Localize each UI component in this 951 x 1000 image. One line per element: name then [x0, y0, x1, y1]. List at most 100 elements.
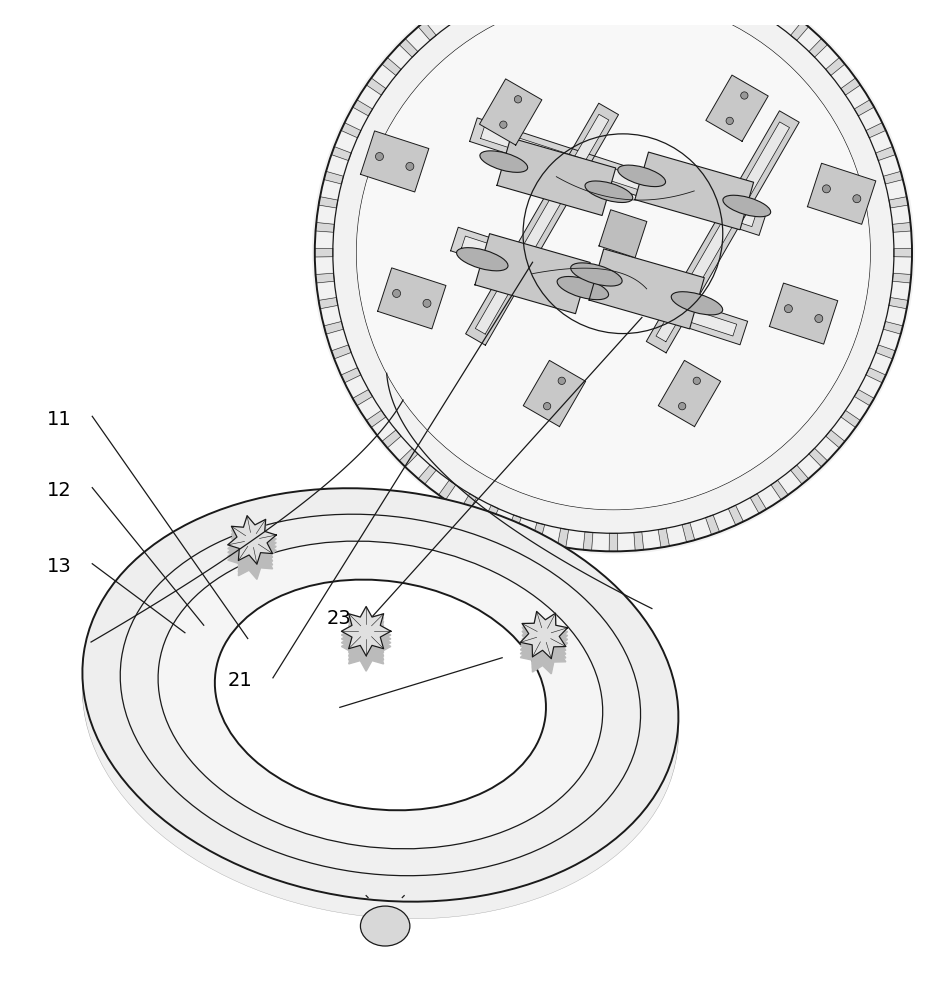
Polygon shape — [353, 100, 373, 116]
Circle shape — [393, 289, 400, 297]
Polygon shape — [866, 368, 885, 383]
Polygon shape — [476, 114, 609, 334]
Polygon shape — [520, 627, 568, 674]
Polygon shape — [366, 410, 386, 427]
Polygon shape — [382, 430, 401, 448]
Ellipse shape — [83, 500, 678, 913]
Polygon shape — [399, 39, 417, 57]
Polygon shape — [825, 58, 844, 75]
Polygon shape — [523, 360, 586, 427]
Ellipse shape — [83, 493, 678, 906]
Ellipse shape — [83, 502, 678, 916]
Polygon shape — [894, 249, 912, 257]
Polygon shape — [341, 622, 391, 671]
Circle shape — [558, 377, 566, 384]
Polygon shape — [876, 345, 896, 359]
Polygon shape — [341, 610, 391, 660]
Circle shape — [499, 121, 507, 128]
Circle shape — [514, 96, 522, 103]
Polygon shape — [341, 607, 391, 656]
Text: 21: 21 — [227, 671, 252, 690]
Polygon shape — [771, 6, 788, 25]
Polygon shape — [892, 273, 911, 283]
Ellipse shape — [83, 501, 678, 915]
Ellipse shape — [83, 504, 678, 917]
Polygon shape — [228, 520, 276, 568]
Polygon shape — [460, 494, 476, 513]
Polygon shape — [418, 465, 437, 484]
Polygon shape — [583, 532, 592, 551]
Polygon shape — [497, 138, 615, 216]
Polygon shape — [634, 532, 644, 551]
Polygon shape — [378, 268, 446, 329]
Circle shape — [312, 0, 915, 554]
Ellipse shape — [571, 263, 622, 286]
Polygon shape — [790, 465, 808, 484]
Polygon shape — [771, 480, 788, 500]
Polygon shape — [315, 249, 333, 257]
Polygon shape — [599, 210, 647, 258]
Polygon shape — [656, 122, 789, 342]
Polygon shape — [825, 430, 844, 448]
Polygon shape — [520, 623, 568, 670]
Text: 23: 23 — [327, 609, 352, 628]
Polygon shape — [532, 523, 545, 542]
Polygon shape — [479, 79, 542, 145]
Polygon shape — [790, 21, 808, 40]
Polygon shape — [883, 322, 902, 334]
Polygon shape — [331, 345, 351, 359]
Ellipse shape — [83, 505, 678, 919]
Polygon shape — [841, 78, 861, 95]
Polygon shape — [682, 523, 695, 542]
Polygon shape — [480, 127, 756, 227]
Polygon shape — [769, 283, 838, 344]
Polygon shape — [341, 123, 360, 138]
Polygon shape — [228, 531, 276, 579]
Polygon shape — [451, 227, 747, 345]
Circle shape — [693, 377, 701, 384]
Polygon shape — [475, 234, 591, 314]
Ellipse shape — [158, 541, 603, 849]
Polygon shape — [647, 111, 799, 353]
Ellipse shape — [723, 195, 770, 217]
Polygon shape — [750, 494, 767, 513]
Polygon shape — [341, 368, 360, 383]
Circle shape — [543, 403, 551, 410]
Circle shape — [853, 195, 861, 203]
Polygon shape — [228, 516, 276, 564]
Polygon shape — [557, 528, 569, 548]
Ellipse shape — [83, 488, 678, 902]
Ellipse shape — [480, 151, 528, 172]
Polygon shape — [520, 611, 568, 659]
Polygon shape — [316, 273, 335, 283]
Ellipse shape — [83, 498, 678, 912]
Polygon shape — [854, 390, 874, 406]
Polygon shape — [331, 147, 351, 161]
Polygon shape — [892, 222, 911, 232]
Ellipse shape — [585, 181, 632, 202]
Polygon shape — [466, 103, 618, 345]
Polygon shape — [889, 197, 908, 208]
Polygon shape — [366, 78, 386, 95]
Polygon shape — [706, 515, 720, 535]
Circle shape — [376, 153, 383, 161]
Ellipse shape — [557, 276, 609, 300]
Polygon shape — [228, 527, 276, 576]
Polygon shape — [809, 39, 827, 57]
Polygon shape — [520, 615, 568, 662]
Polygon shape — [483, 505, 498, 525]
Polygon shape — [658, 360, 721, 427]
Circle shape — [726, 117, 733, 125]
Polygon shape — [382, 58, 401, 75]
Polygon shape — [876, 147, 896, 161]
Circle shape — [357, 0, 870, 510]
Polygon shape — [854, 100, 874, 116]
Polygon shape — [889, 298, 908, 309]
Ellipse shape — [83, 497, 678, 910]
Circle shape — [785, 305, 792, 313]
Ellipse shape — [83, 491, 678, 905]
Polygon shape — [470, 118, 767, 235]
Polygon shape — [706, 75, 768, 141]
Polygon shape — [807, 163, 876, 224]
Polygon shape — [316, 222, 335, 232]
